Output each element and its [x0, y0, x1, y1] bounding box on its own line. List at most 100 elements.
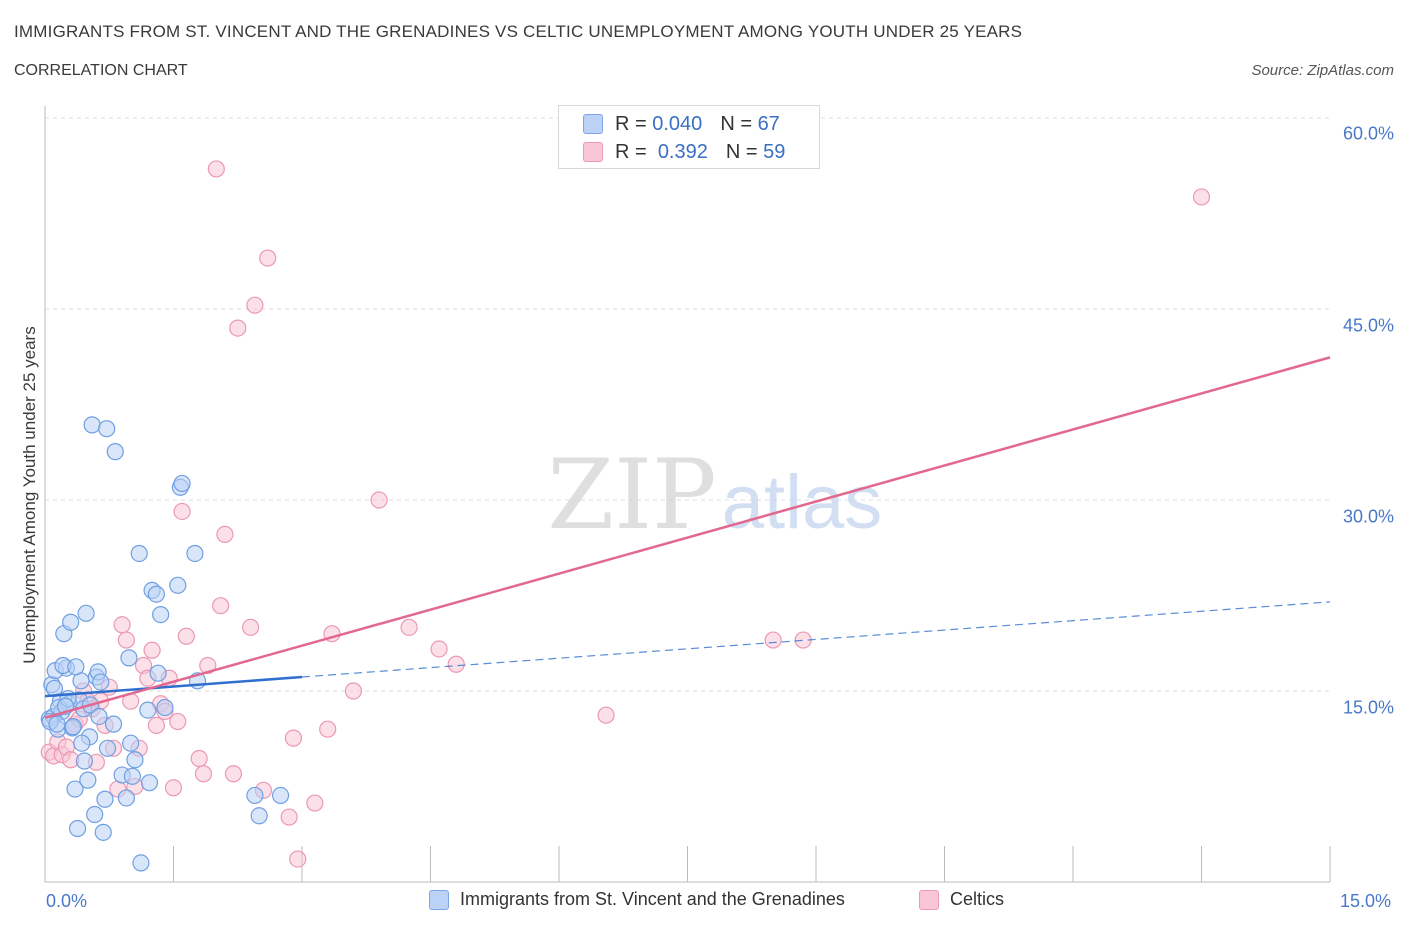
celtics-point [164, 779, 183, 797]
celtics-point [280, 808, 298, 826]
source-label: Source: ZipAtlas.com [1251, 62, 1394, 79]
celtics-point [147, 716, 165, 734]
immigrants-point [140, 774, 159, 792]
immigrants-point [169, 576, 187, 594]
celtics-point [597, 706, 615, 724]
legend-r-label: R = [615, 112, 647, 135]
immigrants-point [62, 613, 80, 631]
legend-n-label: N = [725, 140, 758, 163]
celtics-point [207, 160, 225, 178]
immigrants-point [90, 707, 108, 726]
bottom-legend-label-immigrants: Immigrants from St. Vincent and the Gren… [460, 889, 845, 909]
celtics-point [143, 641, 161, 659]
correlation-legend: R = 0.040 N = 67 R = 0.392 N = 59 [558, 105, 820, 169]
celtics-point [242, 618, 260, 636]
celtics-point [319, 720, 337, 738]
celtics-point [764, 631, 782, 649]
celtics-point [212, 597, 230, 615]
y-tick-label-60: 60.0% [1342, 123, 1394, 144]
immigrants-point [246, 786, 264, 805]
immigrants-point [66, 780, 84, 798]
immigrants-point [271, 786, 290, 805]
bottom-legend-immigrants: Immigrants from St. Vincent and the Gren… [429, 889, 845, 910]
immigrants-point [147, 585, 165, 603]
immigrants-point [156, 698, 174, 717]
celtics-point [306, 794, 324, 812]
immigrants-point [104, 715, 123, 733]
immigrants-point [92, 673, 110, 691]
legend-n-value: 59 [763, 140, 786, 163]
watermark-zip: ZIP [547, 439, 716, 551]
celtics-point [194, 765, 213, 783]
celtics-point [400, 618, 418, 636]
immigrants-point [73, 734, 91, 752]
celtics-point [246, 296, 264, 314]
celtics-point [177, 627, 195, 645]
legend-row-celtics: R = 0.392 N = 59 [583, 138, 785, 166]
celtics-point [117, 631, 135, 649]
immigrants-point [48, 715, 66, 733]
celtics-point [113, 616, 131, 634]
watermark: ZIP atlas [547, 439, 882, 551]
immigrants-point [173, 474, 191, 493]
immigrants-point [77, 604, 95, 622]
celtics-point [259, 249, 277, 267]
celtics-trend-line [44, 356, 1331, 719]
y-tick-label-30: 30.0% [1342, 506, 1394, 527]
celtics-point [229, 319, 247, 337]
chart-title: IMMIGRANTS FROM ST. VINCENT AND THE GREN… [14, 22, 1023, 41]
immigrants-point [122, 734, 140, 752]
grid-lines [45, 117, 1330, 692]
immigrants-point [126, 751, 144, 769]
y-axis-label: Unemployment Among Youth under 25 years [20, 326, 39, 664]
celtics-point [199, 656, 217, 675]
watermark-atlas: atlas [722, 460, 883, 545]
immigrants-point [64, 718, 82, 736]
legend-n-label: N = [720, 112, 752, 135]
trend-lines [44, 356, 1331, 719]
legend-n-value: 67 [757, 112, 780, 135]
x-tick-label-min: 0.0% [46, 891, 88, 911]
immigrants-point [132, 854, 150, 872]
immigrants-point [98, 420, 116, 438]
immigrants-point [75, 752, 94, 770]
bottom-legend-label-celtics: Celtics [950, 889, 1005, 909]
immigrants-trend-solid [44, 675, 303, 698]
legend-row-immigrants: R = 0.040 N = 67 [583, 110, 780, 138]
bottom-legend-swatch-blue [429, 889, 449, 910]
celtics-point [447, 655, 465, 673]
x-tick-label-max: 15.0% [1340, 891, 1392, 911]
immigrants-point [250, 807, 268, 825]
celtics-point [344, 682, 362, 700]
celtics-point [284, 729, 303, 747]
immigrants-point [106, 443, 124, 461]
immigrants-point [130, 544, 148, 563]
immigrants-point [139, 701, 157, 719]
celtics-point [1192, 188, 1211, 206]
celtics-point [370, 491, 388, 509]
immigrants-point [79, 771, 97, 789]
immigrants-point [83, 416, 101, 434]
immigrants-point [120, 649, 138, 667]
immigrants-point [67, 658, 85, 676]
celtics-point [224, 765, 243, 783]
legend-swatch-pink [583, 142, 603, 162]
immigrants-point [68, 819, 87, 838]
immigrants-points [40, 416, 290, 872]
immigrants-point [98, 739, 117, 757]
celtics-point [173, 502, 191, 521]
immigrants-point [86, 805, 104, 824]
celtics-point [190, 749, 208, 768]
bottom-legend-swatch-pink [919, 889, 939, 910]
immigrants-trend-dashed [301, 601, 1331, 678]
celtics-point [430, 640, 448, 658]
immigrants-point [123, 767, 141, 785]
immigrants-point [152, 605, 170, 624]
celtics-point [169, 712, 187, 731]
y-tick-label-45: 45.0% [1342, 315, 1394, 336]
legend-r-label: R = [615, 140, 647, 163]
celtics-point [289, 850, 307, 868]
y-tick-label-15: 15.0% [1342, 697, 1394, 718]
axes [44, 106, 1331, 883]
